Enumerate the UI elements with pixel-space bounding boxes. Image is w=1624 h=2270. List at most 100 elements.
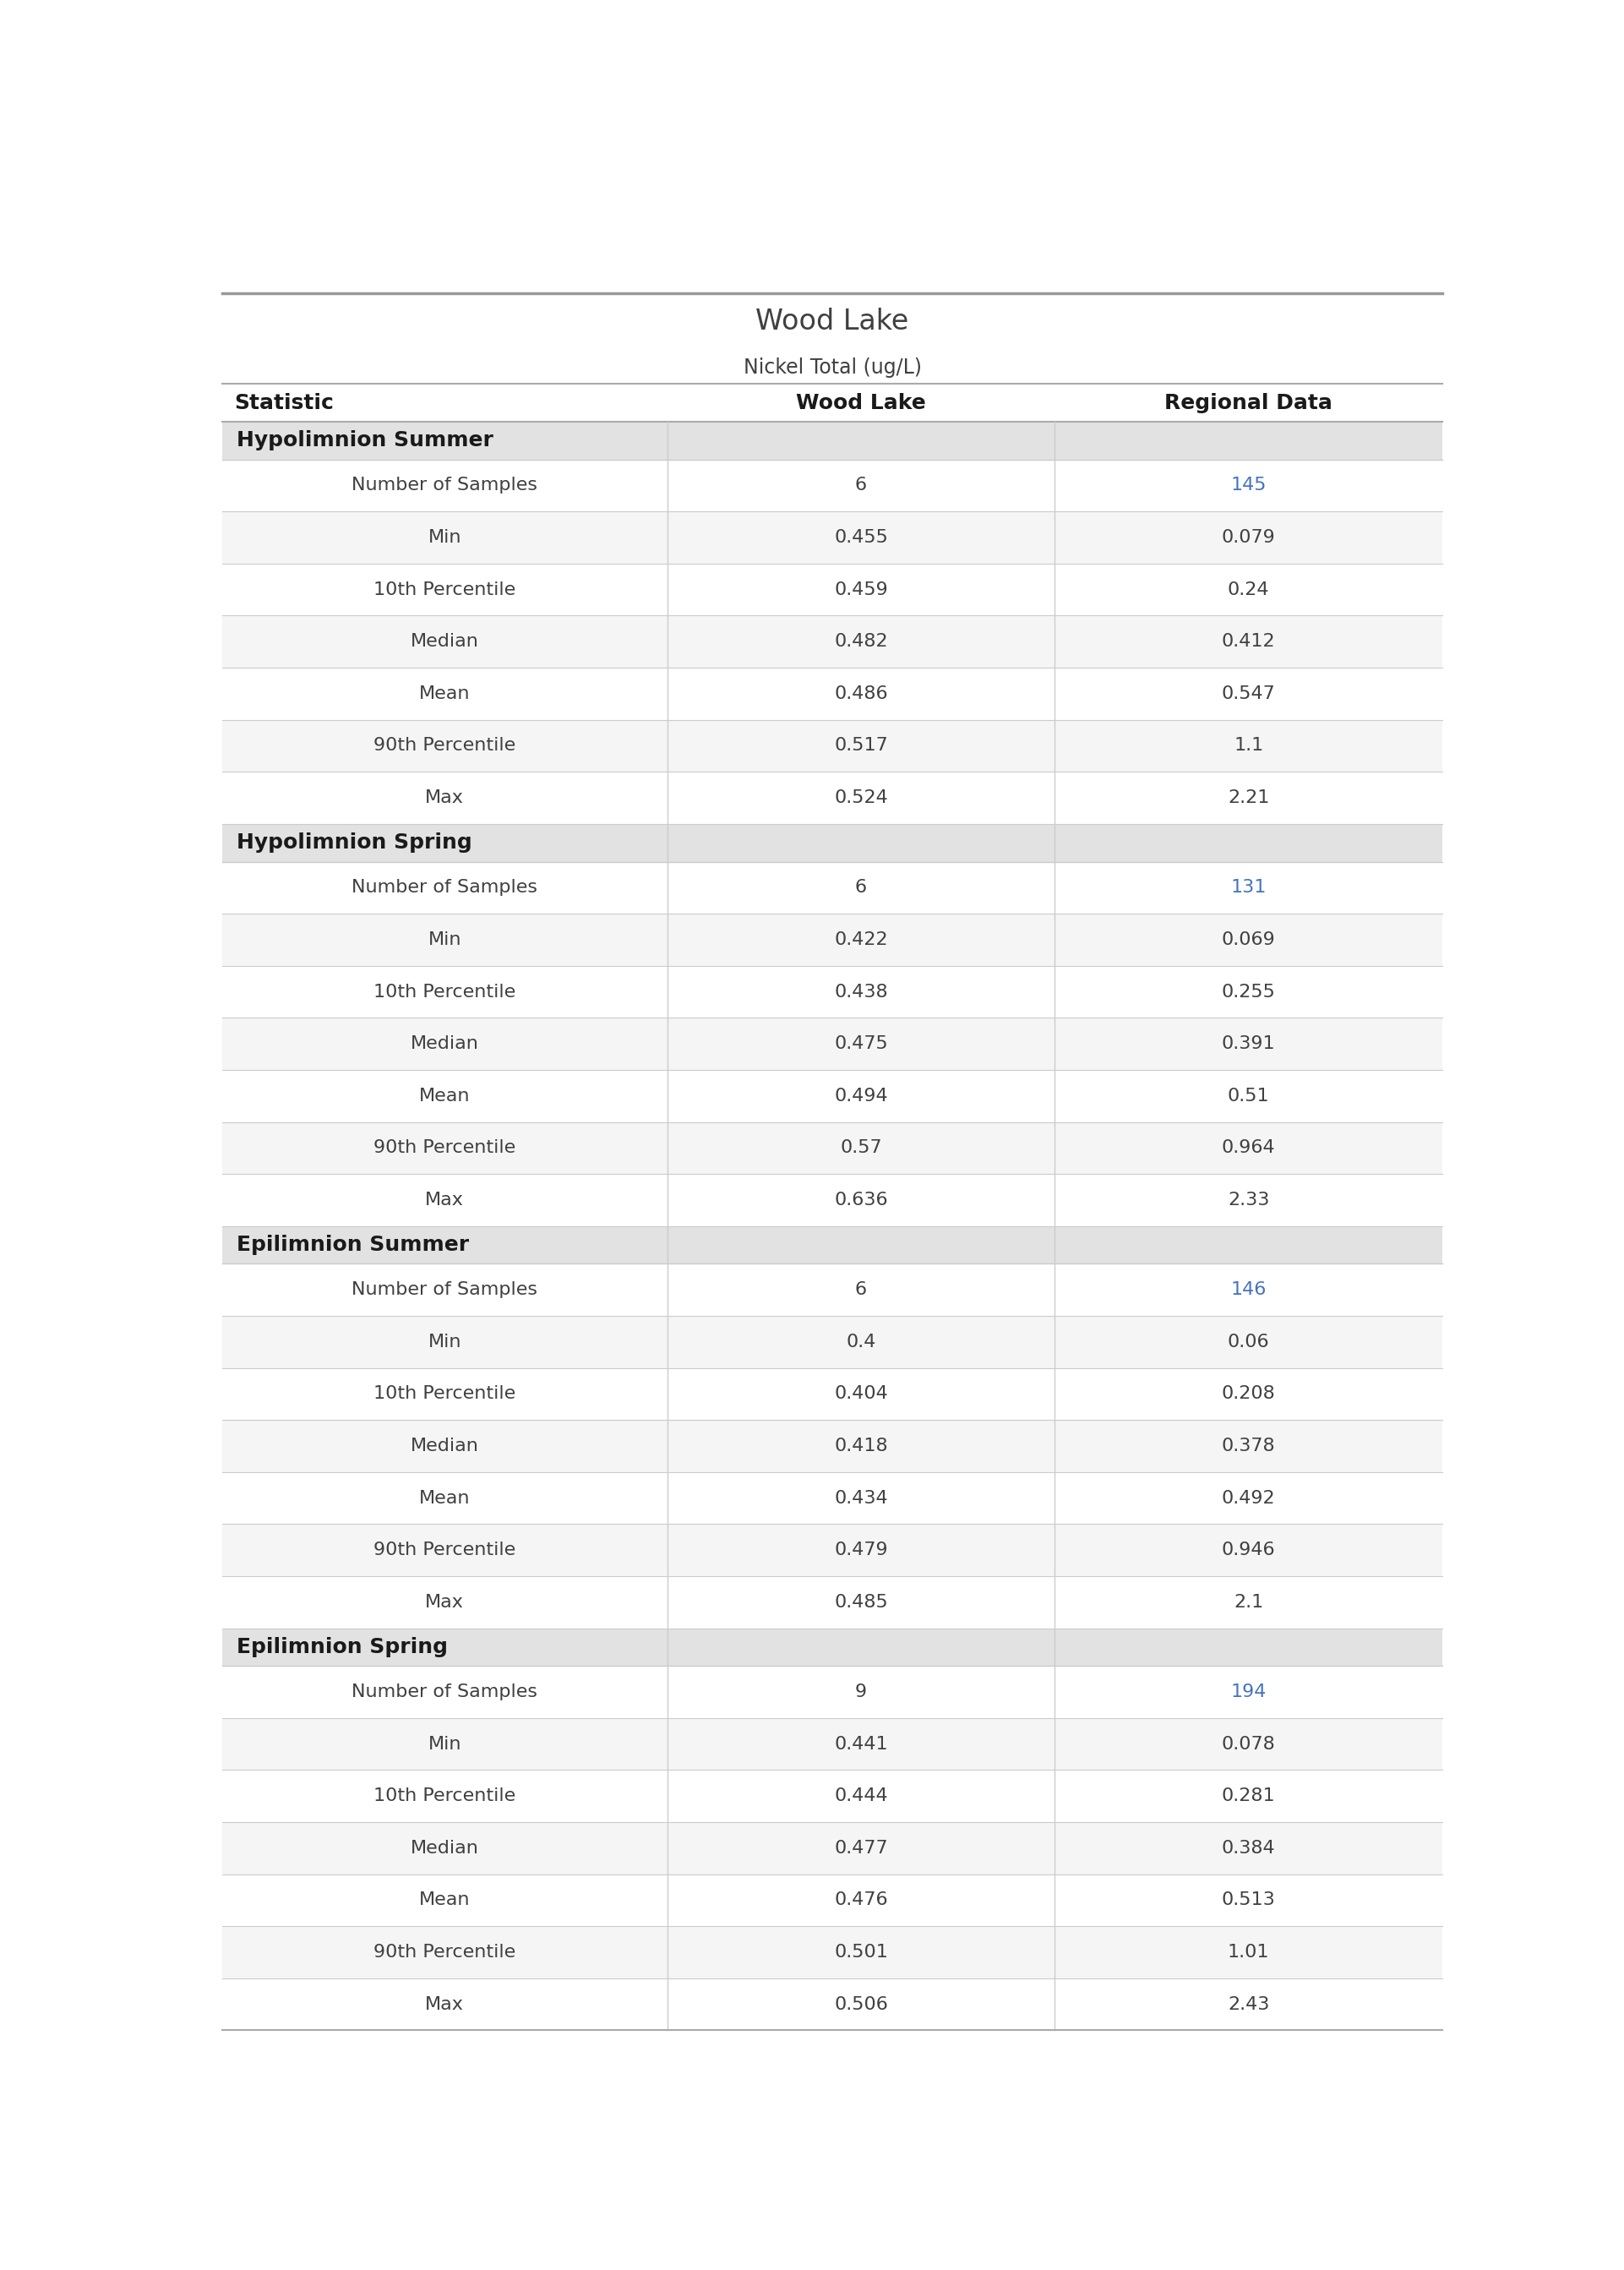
Bar — [222, 1226, 1442, 1264]
Text: Number of Samples: Number of Samples — [352, 477, 538, 495]
Text: 6: 6 — [854, 878, 867, 897]
Text: Hypolimnion Summer: Hypolimnion Summer — [237, 431, 494, 452]
Text: Max: Max — [425, 790, 464, 806]
Text: 0.946: 0.946 — [1221, 1541, 1275, 1559]
Text: 0.24: 0.24 — [1228, 581, 1270, 597]
Text: 0.384: 0.384 — [1221, 1839, 1275, 1857]
Text: 0.4: 0.4 — [846, 1332, 875, 1351]
Bar — [222, 667, 1442, 720]
Text: 6: 6 — [854, 477, 867, 495]
Text: 131: 131 — [1231, 878, 1267, 897]
Text: 0.255: 0.255 — [1221, 983, 1275, 1001]
Text: Epilimnion Spring: Epilimnion Spring — [237, 1637, 448, 1657]
Text: 0.459: 0.459 — [835, 581, 888, 597]
Text: 0.479: 0.479 — [835, 1541, 888, 1559]
Bar — [222, 965, 1442, 1017]
Text: 0.208: 0.208 — [1221, 1385, 1275, 1403]
Bar — [222, 1718, 1442, 1771]
Text: 0.51: 0.51 — [1228, 1087, 1270, 1103]
Bar — [222, 384, 1442, 422]
Text: Median: Median — [411, 633, 479, 649]
Text: 0.455: 0.455 — [835, 529, 888, 547]
Text: 0.524: 0.524 — [835, 790, 888, 806]
Text: 0.486: 0.486 — [835, 686, 888, 701]
Bar — [222, 511, 1442, 563]
Text: 0.412: 0.412 — [1221, 633, 1275, 649]
Text: Mean: Mean — [419, 1891, 471, 1909]
Text: Mean: Mean — [419, 1489, 471, 1507]
Text: Number of Samples: Number of Samples — [352, 1684, 538, 1700]
Bar — [222, 1575, 1442, 1628]
Text: Mean: Mean — [419, 1087, 471, 1103]
Text: Median: Median — [411, 1839, 479, 1857]
Bar — [222, 1471, 1442, 1523]
Text: 6: 6 — [854, 1280, 867, 1298]
Text: 0.517: 0.517 — [835, 738, 888, 754]
Text: Number of Samples: Number of Samples — [352, 878, 538, 897]
Bar — [222, 1264, 1442, 1317]
Bar — [222, 1069, 1442, 1121]
Text: 90th Percentile: 90th Percentile — [374, 1943, 516, 1961]
Text: Max: Max — [425, 1192, 464, 1208]
Bar — [222, 772, 1442, 824]
Bar — [222, 1317, 1442, 1369]
Text: Epilimnion Summer: Epilimnion Summer — [237, 1235, 469, 1255]
Bar — [222, 1628, 1442, 1666]
Text: Min: Min — [429, 1737, 461, 1752]
Bar — [222, 422, 1442, 459]
Bar — [222, 1121, 1442, 1174]
Text: 10th Percentile: 10th Percentile — [374, 983, 516, 1001]
Text: 0.078: 0.078 — [1221, 1737, 1275, 1752]
Text: 2.43: 2.43 — [1228, 1995, 1270, 2013]
Text: 0.281: 0.281 — [1221, 1786, 1275, 1805]
Bar — [222, 913, 1442, 965]
Text: 194: 194 — [1231, 1684, 1267, 1700]
Text: Hypolimnion Spring: Hypolimnion Spring — [237, 833, 473, 854]
Text: 0.06: 0.06 — [1228, 1332, 1270, 1351]
Text: 10th Percentile: 10th Percentile — [374, 1385, 516, 1403]
Text: 146: 146 — [1231, 1280, 1267, 1298]
Text: 0.482: 0.482 — [835, 633, 888, 649]
Text: 10th Percentile: 10th Percentile — [374, 1786, 516, 1805]
Bar — [222, 1771, 1442, 1823]
Text: 0.964: 0.964 — [1221, 1140, 1275, 1155]
Text: 0.506: 0.506 — [835, 1995, 888, 2013]
Text: 1.01: 1.01 — [1228, 1943, 1270, 1961]
Text: 0.636: 0.636 — [835, 1192, 888, 1208]
Text: Median: Median — [411, 1437, 479, 1455]
Text: 0.494: 0.494 — [835, 1087, 888, 1103]
Text: Max: Max — [425, 1594, 464, 1612]
Text: 0.069: 0.069 — [1221, 931, 1275, 949]
Bar — [222, 563, 1442, 615]
Text: 0.441: 0.441 — [835, 1737, 888, 1752]
Text: 1.1: 1.1 — [1234, 738, 1263, 754]
Text: 0.547: 0.547 — [1221, 686, 1275, 701]
Text: 0.079: 0.079 — [1221, 529, 1275, 547]
Text: Min: Min — [429, 931, 461, 949]
Text: 2.21: 2.21 — [1228, 790, 1270, 806]
Text: Wood Lake: Wood Lake — [755, 306, 909, 336]
Text: 0.378: 0.378 — [1221, 1437, 1275, 1455]
Text: 0.513: 0.513 — [1221, 1891, 1275, 1909]
Bar — [222, 1421, 1442, 1471]
Bar — [222, 459, 1442, 511]
Text: 9: 9 — [854, 1684, 867, 1700]
Text: 0.57: 0.57 — [840, 1140, 882, 1155]
Bar — [222, 1927, 1442, 1977]
Text: 10th Percentile: 10th Percentile — [374, 581, 516, 597]
Text: 2.33: 2.33 — [1228, 1192, 1270, 1208]
Text: 0.475: 0.475 — [835, 1035, 888, 1053]
Text: Max: Max — [425, 1995, 464, 2013]
Text: 0.477: 0.477 — [835, 1839, 888, 1857]
Text: 0.418: 0.418 — [835, 1437, 888, 1455]
Text: Min: Min — [429, 529, 461, 547]
Text: Nickel Total (ug/L): Nickel Total (ug/L) — [744, 359, 921, 377]
Bar — [222, 1666, 1442, 1718]
Text: 90th Percentile: 90th Percentile — [374, 738, 516, 754]
Text: 0.438: 0.438 — [835, 983, 888, 1001]
Bar — [222, 720, 1442, 772]
Text: 0.492: 0.492 — [1221, 1489, 1275, 1507]
Text: 0.391: 0.391 — [1221, 1035, 1275, 1053]
Text: 90th Percentile: 90th Percentile — [374, 1541, 516, 1559]
Bar — [222, 1174, 1442, 1226]
